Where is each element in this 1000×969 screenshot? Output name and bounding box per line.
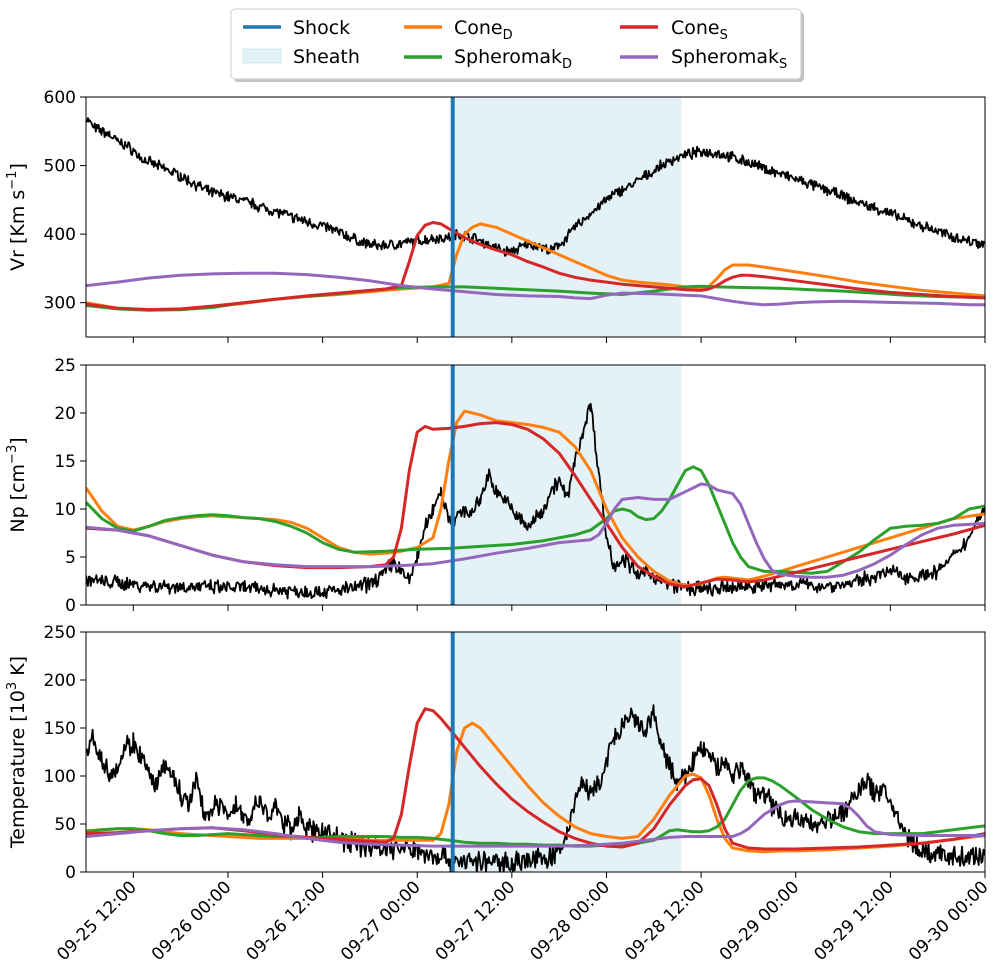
sheath-region bbox=[452, 365, 682, 605]
panel-np: 0 5 10 15 20 25 Np [cm−3] bbox=[5, 356, 986, 616]
y-tick-label: 15 bbox=[54, 452, 76, 472]
series-spheromak-s bbox=[86, 799, 985, 848]
series-spheromak-d bbox=[86, 465, 985, 575]
y-tick-label: 0 bbox=[65, 863, 76, 883]
series-spheromak-s bbox=[86, 271, 985, 307]
y-tick-label: 0 bbox=[65, 596, 76, 616]
panel-frame bbox=[85, 364, 986, 606]
legend-label-cone-d: ConeD bbox=[454, 17, 513, 43]
x-tick-label: 09-26 12:00 bbox=[243, 877, 331, 965]
series-group bbox=[86, 402, 985, 600]
y-tick-label: 500 bbox=[44, 157, 76, 177]
series-group bbox=[86, 117, 985, 312]
x-tick-label: 09-25 12:00 bbox=[53, 877, 141, 965]
panel-vr: 300 400 500 600 Vr [Km s−1] bbox=[5, 88, 986, 343]
series-group bbox=[86, 704, 985, 872]
x-tick-label: 09-26 00:00 bbox=[148, 877, 236, 965]
y-tick-label: 25 bbox=[54, 356, 76, 376]
y-axis-label: Temperature [103 K] bbox=[5, 656, 29, 849]
y-tick-label: 20 bbox=[54, 404, 76, 424]
y-tick-label: 10 bbox=[54, 500, 76, 520]
legend-label-spheromak-d: SpheromakD bbox=[454, 46, 572, 72]
series-spheromak-s bbox=[86, 482, 985, 579]
series-cone-s bbox=[86, 707, 985, 851]
series-observed bbox=[86, 402, 985, 600]
legend-swatch-sheath bbox=[242, 48, 282, 64]
series-cone-s bbox=[86, 221, 985, 312]
sheath-region bbox=[452, 97, 682, 337]
y-tick-label: 300 bbox=[44, 294, 76, 314]
x-tick-label: 09-28 12:00 bbox=[621, 877, 709, 965]
legend-label-spheromak-s: SpheromakS bbox=[671, 46, 787, 72]
y-tick-label: 250 bbox=[44, 623, 76, 643]
y-tick-label: 600 bbox=[44, 88, 76, 108]
x-tick-label: 09-27 00:00 bbox=[337, 877, 425, 965]
x-tick-label: 09-30 00:00 bbox=[905, 877, 993, 965]
legend-box bbox=[230, 8, 802, 80]
panel-frame bbox=[85, 631, 986, 873]
y-tick-label: 150 bbox=[44, 719, 76, 739]
y-tick-label: 400 bbox=[44, 225, 76, 245]
series-observed bbox=[86, 117, 985, 257]
y-axis-label: Np [cm−3] bbox=[5, 437, 29, 532]
legend-label-cone-s: ConeS bbox=[671, 17, 728, 43]
y-tick-label: 100 bbox=[44, 767, 76, 787]
legend-label-sheath: Sheath bbox=[293, 46, 360, 68]
legend-label-shock: Shock bbox=[293, 17, 350, 39]
y-tick-label: 200 bbox=[44, 671, 76, 691]
y-axis-label: Vr [Km s−1] bbox=[5, 163, 29, 271]
series-cone-d bbox=[86, 721, 985, 854]
x-tick-label: 09-28 00:00 bbox=[526, 877, 614, 965]
x-tick-label: 09-29 12:00 bbox=[810, 877, 898, 965]
y-tick-label: 5 bbox=[65, 548, 76, 568]
panel-frame bbox=[85, 96, 986, 338]
x-tick-label: 09-29 00:00 bbox=[716, 877, 804, 965]
legend: Shock Sheath ConeD SpheromakD ConeS Sphe… bbox=[230, 8, 804, 82]
y-tick-label: 50 bbox=[54, 815, 76, 835]
x-tick-label: 09-27 12:00 bbox=[432, 877, 520, 965]
